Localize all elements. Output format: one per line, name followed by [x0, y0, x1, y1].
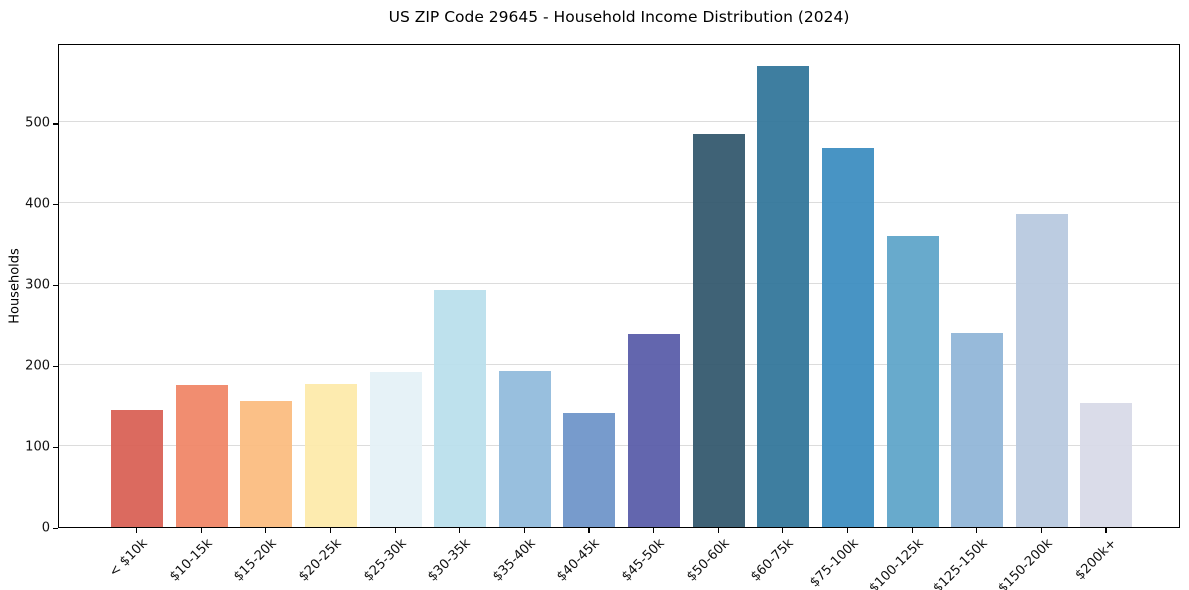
- chart-bar: [369, 371, 422, 527]
- y-tick-label: 300: [25, 277, 50, 293]
- chart-title: US ZIP Code 29645 - Household Income Dis…: [388, 8, 850, 26]
- chart-bar: [1080, 403, 1133, 527]
- chart-bar: [563, 412, 616, 527]
- x-tick-label: $30-35k: [425, 536, 474, 585]
- y-tick-mark: [53, 123, 58, 125]
- chart-bar: [821, 148, 874, 527]
- x-tick-mark: [717, 528, 719, 533]
- x-tick-label: < $10k: [106, 536, 151, 581]
- x-tick-mark: [1040, 528, 1042, 533]
- y-tick-label: 400: [25, 196, 50, 212]
- x-tick-label: $25-30k: [360, 536, 410, 585]
- x-tick-mark: [782, 528, 784, 533]
- x-tick-mark: [459, 528, 461, 533]
- chart-bar: [692, 133, 745, 527]
- x-tick-label: $200k+: [1073, 536, 1121, 584]
- y-tick-mark: [53, 204, 58, 206]
- chart-bar: [304, 383, 357, 527]
- y-tick-mark: [53, 528, 58, 530]
- x-tick-label: $15-20k: [231, 536, 280, 585]
- gridline: [59, 445, 1179, 447]
- y-tick-mark: [53, 366, 58, 368]
- chart-bar: [175, 385, 228, 527]
- x-tick-label: $40-45k: [554, 536, 604, 585]
- x-tick-label: $100-125k: [865, 536, 927, 590]
- y-tick-label: 500: [25, 115, 50, 131]
- x-tick-label: $125-150k: [930, 536, 991, 590]
- plot-area: [58, 44, 1180, 528]
- x-tick-mark: [846, 528, 849, 533]
- x-tick-label: $50-60k: [683, 536, 733, 585]
- x-tick-label: $75-100k: [807, 536, 862, 590]
- x-tick-mark: [329, 528, 332, 533]
- x-tick-mark: [588, 528, 590, 533]
- gridline: [59, 121, 1179, 123]
- chart-bar: [1015, 213, 1068, 527]
- y-tick-label: 0: [41, 520, 50, 536]
- chart-bar: [240, 400, 293, 527]
- y-tick-mark: [53, 447, 58, 449]
- y-tick-label: 100: [25, 439, 50, 455]
- x-tick-label: $20-25k: [295, 536, 345, 585]
- y-tick-mark: [53, 285, 58, 287]
- x-tick-mark: [911, 528, 913, 533]
- chart-bar: [886, 235, 939, 527]
- gridline: [59, 202, 1179, 204]
- x-tick-mark: [200, 528, 202, 533]
- x-tick-label: $60-75k: [748, 536, 797, 585]
- chart-bar: [111, 409, 163, 527]
- chart-bar: [951, 332, 1004, 527]
- x-tick-mark: [653, 528, 655, 533]
- x-tick-mark: [523, 528, 525, 533]
- x-tick-label: $150-200k: [995, 536, 1056, 590]
- gridline: [59, 283, 1179, 285]
- chart-bar: [434, 289, 487, 527]
- x-tick-label: $10-15k: [166, 536, 216, 585]
- x-tick-label: $45-50k: [619, 536, 668, 585]
- x-tick-label: $35-40k: [489, 536, 539, 585]
- chart-bar: [757, 66, 810, 527]
- chart-bar: [628, 334, 681, 527]
- x-tick-mark: [265, 528, 267, 533]
- chart-bar: [498, 370, 551, 527]
- x-tick-mark: [394, 528, 396, 533]
- gridline: [59, 364, 1179, 366]
- x-tick-mark: [976, 528, 978, 533]
- x-tick-mark: [136, 528, 138, 533]
- y-tick-label: 200: [25, 358, 50, 374]
- x-tick-mark: [1105, 528, 1107, 533]
